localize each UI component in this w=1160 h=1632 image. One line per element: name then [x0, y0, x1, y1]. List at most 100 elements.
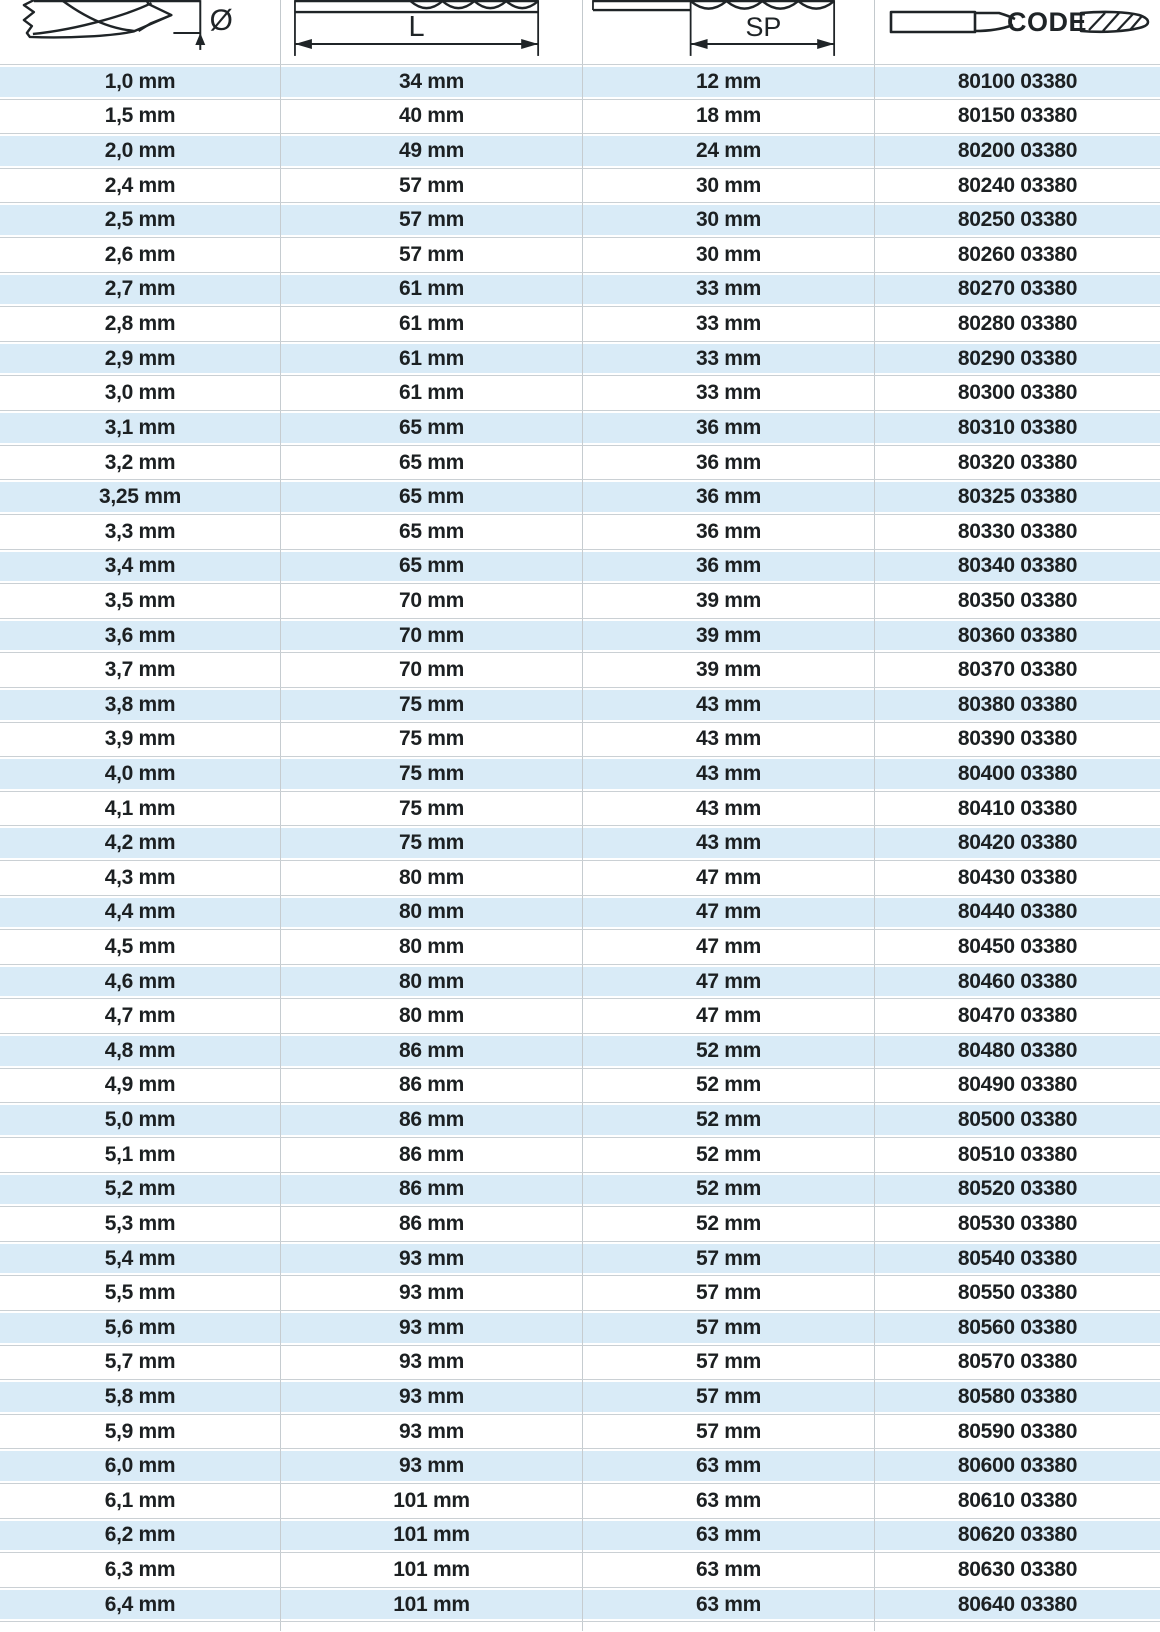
cell-code: 80240 03380	[957, 173, 1078, 197]
cell-spiral-length: 52 mm	[583, 1068, 875, 1103]
cell-length: 93 mm	[281, 1241, 583, 1276]
table-row: 6,2 mm 101 mm 63 mm 80620 03380	[0, 1517, 1160, 1553]
table-row: 6,4 mm 101 mm 63 mm 80640 03380	[0, 1586, 1160, 1622]
cell-diameter: 5,8 mm	[0, 1380, 281, 1414]
table-row: 3,5 mm 70 mm 39 mm 80350 03380	[0, 583, 1160, 618]
table-row: 2,9 mm 61 mm 33 mm 80290 03380	[0, 340, 1160, 376]
cell-length: 57 mm	[281, 203, 583, 238]
cell-code: 80540 03380	[957, 1246, 1078, 1270]
cell-spiral-length: 43 mm	[583, 757, 875, 791]
table-row: 3,25 mm 65 mm 36 mm 80325 03380	[0, 479, 1160, 514]
column-header-spiral-length: SP	[583, 0, 875, 64]
table-row: 4,4 mm 80 mm 47 mm 80440 03380	[0, 894, 1160, 930]
cell-diameter: 2,5 mm	[0, 203, 281, 238]
cell-spiral-length: 47 mm	[583, 964, 875, 999]
table-row: 3,0 mm 61 mm 33 mm 80300 03380	[0, 375, 1160, 411]
cell-length: 86 mm	[281, 1068, 583, 1103]
cell-spiral-length: 63 mm	[583, 1587, 875, 1622]
cell-spiral-length: 57 mm	[583, 1380, 875, 1414]
table-header: Ø L	[0, 0, 1160, 64]
cell-code: 80560 03380	[957, 1315, 1078, 1339]
table-row: 3,7 mm 70 mm 39 mm 80370 03380	[0, 652, 1160, 687]
cell-code: 80400 03380	[957, 761, 1078, 785]
cell-length: 86 mm	[281, 1172, 583, 1207]
cell-spiral-length: 63 mm	[583, 1449, 875, 1483]
cell-code: 80150 03380	[957, 104, 1078, 128]
cell-code: 80530 03380	[957, 1211, 1078, 1235]
cell-code: 80430 03380	[957, 865, 1078, 889]
cell-spiral-length: 18 mm	[583, 99, 875, 134]
cell-spiral-length: 39 mm	[583, 618, 875, 653]
cell-length: 57 mm	[281, 168, 583, 203]
cell-length: 80 mm	[281, 964, 583, 999]
cell-diameter: 4,6 mm	[0, 964, 281, 999]
cell-spiral-length: 33 mm	[583, 272, 875, 307]
cell-code: 80280 03380	[957, 312, 1078, 336]
table-row: 1,0 mm 34 mm 12 mm 80100 03380	[0, 64, 1160, 99]
cell-diameter: 4,4 mm	[0, 895, 281, 930]
cell-spiral-length: 47 mm	[583, 895, 875, 930]
cell-spiral-length: 52 mm	[583, 1103, 875, 1137]
cell-spiral-length: 36 mm	[583, 549, 875, 584]
spiral-length-symbol: SP	[745, 12, 781, 42]
cell-spiral-length: 52 mm	[583, 1172, 875, 1207]
cell-code: 80360 03380	[957, 623, 1078, 647]
cell-spiral-length: 52 mm	[583, 1137, 875, 1172]
cell-spiral-length: 63 mm	[583, 1518, 875, 1553]
cell-diameter: 6,4 mm	[0, 1587, 281, 1622]
cell-code: 80590 03380	[957, 1419, 1078, 1443]
table-row: 3,3 mm 65 mm 36 mm 80330 03380	[0, 513, 1160, 549]
drill-code-diagram-icon: CODE	[889, 7, 1150, 37]
cell-diameter: 1,0 mm	[0, 65, 281, 99]
cell-length: 93 mm	[281, 1414, 583, 1449]
cell-length: 86 mm	[281, 1207, 583, 1241]
cell-diameter: 6,2 mm	[0, 1518, 281, 1553]
cell-length: 57 mm	[281, 238, 583, 272]
cell-code: 80640 03380	[957, 1592, 1078, 1616]
cell-length: 75 mm	[281, 687, 583, 722]
cell-spiral-length: 39 mm	[583, 584, 875, 618]
cell-diameter: 3,5 mm	[0, 584, 281, 618]
cell-diameter: 5,3 mm	[0, 1207, 281, 1241]
table-row: 5,1 mm 86 mm 52 mm 80510 03380	[0, 1136, 1160, 1172]
cell-code: 80100 03380	[957, 69, 1078, 93]
column-header-length: L	[281, 0, 583, 64]
cell-diameter: 4,7 mm	[0, 999, 281, 1034]
cell-length: 75 mm	[281, 722, 583, 757]
table-row: 5,5 mm 93 mm 57 mm 80550 03380	[0, 1275, 1160, 1310]
code-label: CODE	[1007, 7, 1087, 37]
table-row: 4,2 mm 75 mm 43 mm 80420 03380	[0, 825, 1160, 861]
cell-spiral-length: 57 mm	[583, 1310, 875, 1345]
column-header-diameter: Ø	[0, 0, 281, 64]
cell-diameter: 3,1 mm	[0, 411, 281, 445]
cell-spiral-length: 57 mm	[583, 1241, 875, 1276]
cell-diameter: 6,0 mm	[0, 1449, 281, 1483]
cell-spiral-length: 36 mm	[583, 480, 875, 514]
cell-diameter: 2,8 mm	[0, 307, 281, 341]
table-row: 4,9 mm 86 mm 52 mm 80490 03380	[0, 1067, 1160, 1103]
cell-diameter: 3,0 mm	[0, 376, 281, 411]
cell-diameter: 6,1 mm	[0, 1483, 281, 1518]
cell-spiral-length: 47 mm	[583, 861, 875, 895]
cell-diameter: 5,2 mm	[0, 1172, 281, 1207]
cell-code: 80370 03380	[957, 658, 1078, 682]
cell-code: 80410 03380	[957, 796, 1078, 820]
cell-length: 70 mm	[281, 653, 583, 687]
table-row: 5,2 mm 86 mm 52 mm 80520 03380	[0, 1171, 1160, 1207]
cell-code: 80380 03380	[957, 692, 1078, 716]
cell-diameter: 4,5 mm	[0, 930, 281, 964]
cell-spiral-length: 43 mm	[583, 687, 875, 722]
cell-length: 61 mm	[281, 376, 583, 411]
cell-code: 80450 03380	[957, 935, 1078, 959]
cell-spiral-length: 30 mm	[583, 168, 875, 203]
table-row: 4,6 mm 80 mm 47 mm 80460 03380	[0, 963, 1160, 999]
cell-code: 80330 03380	[957, 519, 1078, 543]
cell-code: 80600 03380	[957, 1454, 1078, 1478]
cell-code: 80200 03380	[957, 139, 1078, 163]
cell-spiral-length: 33 mm	[583, 376, 875, 411]
cell-spiral-length: 43 mm	[583, 791, 875, 826]
table-row: 6,0 mm 93 mm 63 mm 80600 03380	[0, 1448, 1160, 1483]
cell-diameter: 2,7 mm	[0, 272, 281, 307]
cell-spiral-length: 30 mm	[583, 238, 875, 272]
table-row: 5,0 mm 86 mm 52 mm 80500 03380	[0, 1102, 1160, 1137]
